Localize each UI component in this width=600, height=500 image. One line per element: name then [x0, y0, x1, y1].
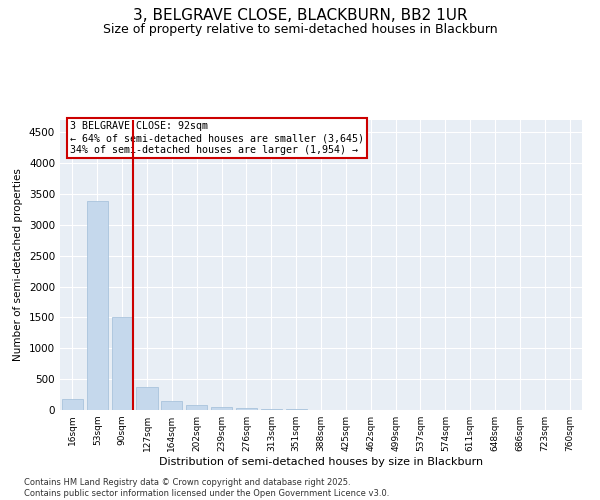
Bar	[236, 408, 257, 410]
Bar	[161, 401, 182, 410]
Bar	[186, 405, 207, 410]
X-axis label: Distribution of semi-detached houses by size in Blackburn: Distribution of semi-detached houses by …	[159, 457, 483, 467]
Y-axis label: Number of semi-detached properties: Number of semi-detached properties	[13, 168, 23, 362]
Text: Contains HM Land Registry data © Crown copyright and database right 2025.
Contai: Contains HM Land Registry data © Crown c…	[24, 478, 389, 498]
Text: 3, BELGRAVE CLOSE, BLACKBURN, BB2 1UR: 3, BELGRAVE CLOSE, BLACKBURN, BB2 1UR	[133, 8, 467, 22]
Text: Size of property relative to semi-detached houses in Blackburn: Size of property relative to semi-detach…	[103, 22, 497, 36]
Bar	[112, 318, 133, 410]
Text: 3 BELGRAVE CLOSE: 92sqm
← 64% of semi-detached houses are smaller (3,645)
34% of: 3 BELGRAVE CLOSE: 92sqm ← 64% of semi-de…	[70, 122, 364, 154]
Bar	[211, 406, 232, 410]
Bar	[62, 398, 83, 410]
Bar	[87, 202, 108, 410]
Bar	[136, 388, 158, 410]
Bar	[261, 409, 282, 410]
